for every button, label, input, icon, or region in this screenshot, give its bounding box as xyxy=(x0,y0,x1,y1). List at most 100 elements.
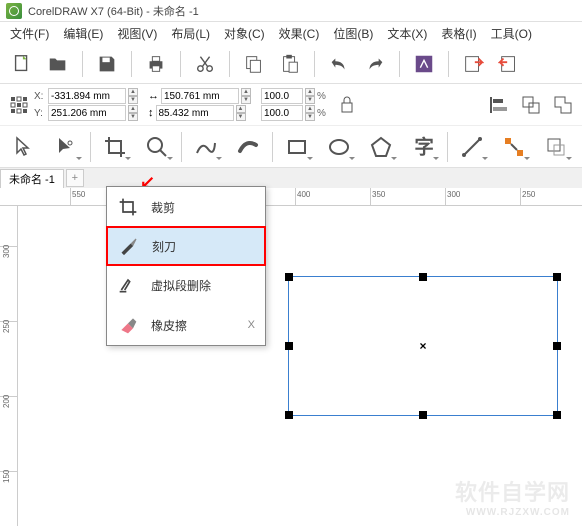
center-marker: × xyxy=(419,339,426,353)
zoom-tool-icon[interactable] xyxy=(139,129,175,165)
flyout-virtual-delete[interactable]: 虚拟段删除 xyxy=(107,265,265,305)
menu-edit[interactable]: 编辑(E) xyxy=(59,24,107,43)
divider xyxy=(82,51,83,77)
virtual-delete-icon xyxy=(117,274,139,296)
crop-icon xyxy=(117,196,139,218)
handle-w[interactable] xyxy=(285,342,293,350)
scaley-input[interactable] xyxy=(261,105,303,121)
import-icon[interactable] xyxy=(459,50,487,78)
sx-spinner[interactable]: ▲▼ xyxy=(305,88,315,104)
undo-icon[interactable] xyxy=(325,50,353,78)
crop-tool-icon[interactable] xyxy=(97,129,133,165)
cut-icon[interactable] xyxy=(191,50,219,78)
interactive-tool-icon[interactable] xyxy=(538,129,574,165)
divider xyxy=(447,132,448,162)
search-content-icon[interactable] xyxy=(410,50,438,78)
app-logo-icon xyxy=(6,3,22,19)
x-input[interactable] xyxy=(48,88,126,104)
menu-table[interactable]: 表格(I) xyxy=(437,24,480,43)
eraser-shortcut: X xyxy=(248,319,255,331)
align-left-icon[interactable] xyxy=(488,94,510,116)
menu-bitmap[interactable]: 位图(B) xyxy=(329,24,377,43)
menu-object[interactable]: 对象(C) xyxy=(220,24,269,43)
redo-icon[interactable] xyxy=(361,50,389,78)
paste-icon[interactable] xyxy=(276,50,304,78)
flyout-virtdel-label: 虚拟段删除 xyxy=(151,277,211,294)
handle-e[interactable] xyxy=(553,342,561,350)
tab-label: 未命名 -1 xyxy=(9,171,55,187)
menu-bar: 文件(F) 编辑(E) 视图(V) 布局(L) 对象(C) 效果(C) 位图(B… xyxy=(0,22,582,44)
vertical-ruler: 300250200150 xyxy=(0,206,18,526)
flyout-eraser[interactable]: 橡皮擦 X xyxy=(107,305,265,345)
flyout-crop[interactable]: 裁剪 xyxy=(107,187,265,227)
print-icon[interactable] xyxy=(142,50,170,78)
new-icon[interactable] xyxy=(8,50,36,78)
shape-tool-icon[interactable] xyxy=(48,129,84,165)
canvas[interactable]: 裁剪 刻刀 虚拟段删除 橡皮擦 X × xyxy=(18,206,582,526)
export-icon[interactable] xyxy=(495,50,523,78)
x-spinner[interactable]: ▲▼ xyxy=(128,88,138,104)
knife-icon xyxy=(118,235,140,257)
rectangle-tool-icon[interactable] xyxy=(279,129,315,165)
handle-se[interactable] xyxy=(553,411,561,419)
freehand-tool-icon[interactable] xyxy=(188,129,224,165)
x-label: X: xyxy=(34,91,46,102)
handle-ne[interactable] xyxy=(553,273,561,281)
doc-tab[interactable]: 未命名 -1 xyxy=(0,169,64,188)
pick-tool-icon[interactable] xyxy=(6,129,42,165)
text-tool-icon[interactable]: 字 xyxy=(405,129,441,165)
handle-sw[interactable] xyxy=(285,411,293,419)
y-spinner[interactable]: ▲▼ xyxy=(128,105,138,121)
connector-tool-icon[interactable] xyxy=(496,129,532,165)
scale-group: ▲▼% ▲▼% xyxy=(261,88,326,122)
artistic-media-icon[interactable] xyxy=(230,129,266,165)
lock-ratio-icon[interactable] xyxy=(336,94,358,116)
height-input[interactable] xyxy=(156,105,234,121)
flyout-eraser-label: 橡皮擦 xyxy=(151,317,187,334)
width-input[interactable] xyxy=(161,88,239,104)
sy-spinner[interactable]: ▲▼ xyxy=(305,105,315,121)
title-bar: CorelDRAW X7 (64-Bit) - 未命名 -1 xyxy=(0,0,582,22)
position-icon xyxy=(8,94,30,116)
weld-icon[interactable] xyxy=(552,94,574,116)
handle-nw[interactable] xyxy=(285,273,293,281)
document-tabs: 未命名 -1 + xyxy=(0,168,582,188)
menu-text[interactable]: 文本(X) xyxy=(383,24,431,43)
horizontal-ruler: 550500450400350300250 xyxy=(0,188,582,206)
pct-label: % xyxy=(317,108,326,119)
divider xyxy=(272,132,273,162)
w-spinner[interactable]: ▲▼ xyxy=(241,88,251,104)
copy-icon[interactable] xyxy=(240,50,268,78)
polygon-tool-icon[interactable] xyxy=(363,129,399,165)
save-icon[interactable] xyxy=(93,50,121,78)
flyout-knife[interactable]: 刻刀 xyxy=(106,226,266,266)
selected-rectangle[interactable]: × xyxy=(288,276,558,416)
workspace: 300250200150 裁剪 刻刀 虚拟段删除 橡皮擦 X xyxy=(0,206,582,526)
size-group: ↔▲▼ ↕▲▼ xyxy=(148,88,251,122)
toolbox: 字 xyxy=(0,126,582,168)
standard-toolbar xyxy=(0,44,582,84)
h-spinner[interactable]: ▲▼ xyxy=(236,105,246,121)
divider xyxy=(314,51,315,77)
divider xyxy=(131,51,132,77)
menu-file[interactable]: 文件(F) xyxy=(6,24,53,43)
handle-n[interactable] xyxy=(419,273,427,281)
scalex-input[interactable] xyxy=(261,88,303,104)
combine-icon[interactable] xyxy=(520,94,542,116)
window-title: CorelDRAW X7 (64-Bit) - 未命名 -1 xyxy=(28,3,199,19)
menu-view[interactable]: 视图(V) xyxy=(113,24,161,43)
dimension-tool-icon[interactable] xyxy=(454,129,490,165)
open-icon[interactable] xyxy=(44,50,72,78)
divider xyxy=(181,132,182,162)
y-input[interactable] xyxy=(48,105,126,121)
handle-s[interactable] xyxy=(419,411,427,419)
y-label: Y: xyxy=(34,108,46,119)
divider xyxy=(229,51,230,77)
ellipse-tool-icon[interactable] xyxy=(321,129,357,165)
menu-tools[interactable]: 工具(O) xyxy=(487,24,536,43)
menu-effects[interactable]: 效果(C) xyxy=(275,24,324,43)
watermark: 软件自学网 WWW.RJZXW.COM xyxy=(455,475,570,518)
menu-layout[interactable]: 布局(L) xyxy=(167,24,214,43)
add-tab-button[interactable]: + xyxy=(66,169,84,187)
divider xyxy=(90,132,91,162)
